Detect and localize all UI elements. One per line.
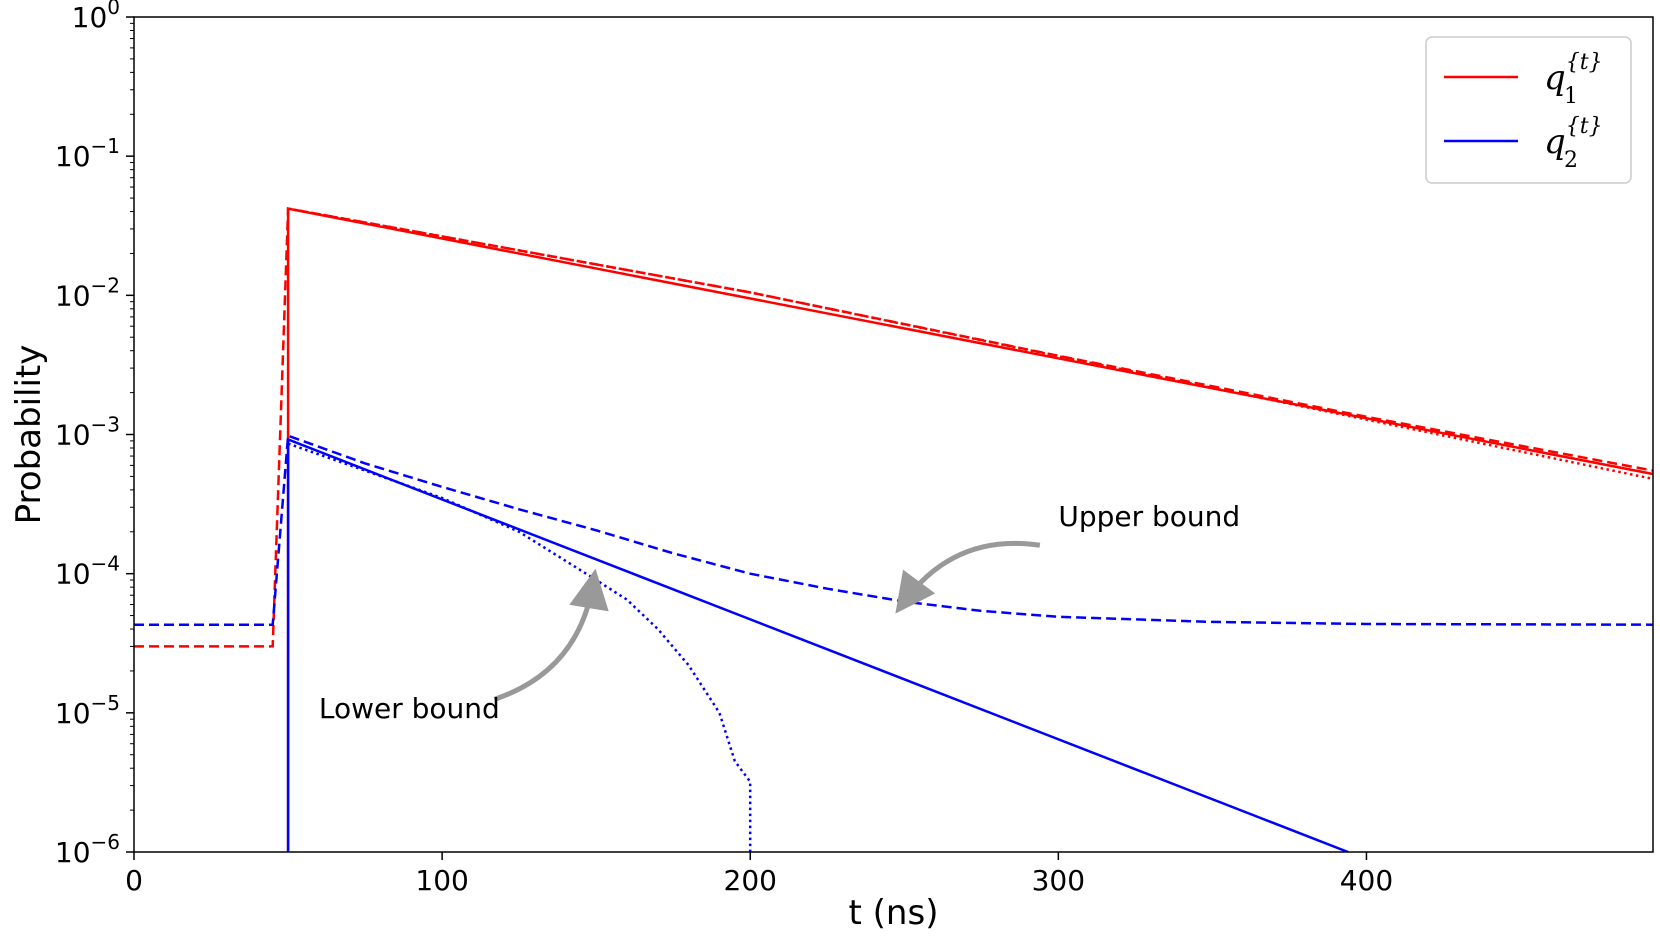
- legend-box: [1425, 36, 1632, 184]
- series-line-q1-lower: [287, 207, 1653, 481]
- y-tick-label: 10−1: [55, 134, 120, 173]
- annotation-arrow-1: [493, 568, 609, 702]
- series-line-q2-lower: [287, 442, 752, 852]
- y-tick-label: 10−5: [55, 691, 120, 730]
- legend: q{t} 1q{t} 2: [1425, 36, 1632, 184]
- x-tick-label: 400: [1340, 864, 1393, 897]
- x-tick-label: 200: [724, 864, 777, 897]
- series-line-q1-solid: [286, 207, 1653, 852]
- series-group: [134, 207, 1653, 852]
- y-tick-label: 10−6: [55, 830, 120, 869]
- y-tick-label: 10−4: [55, 552, 120, 591]
- y-tick-label: 100: [72, 0, 120, 34]
- x-tick-label: 0: [125, 864, 143, 897]
- y-axis-title: Probability: [9, 345, 49, 525]
- series-line-q1-upper: [134, 207, 1653, 648]
- y-tick-label: 10−2: [55, 273, 120, 312]
- annotation-label-0: Upper bound: [1058, 500, 1240, 533]
- plot-frame: [133, 16, 1654, 853]
- y-tick-label: 10−3: [55, 413, 120, 452]
- series-line-q2-upper: [134, 433, 1653, 626]
- legend-label-2: q{t} 2: [1544, 114, 1603, 173]
- annotation-label-1: Lower bound: [319, 692, 500, 725]
- x-tick-label: 100: [415, 864, 468, 897]
- plot-area: Upper bound Lower bound: [134, 207, 1653, 852]
- annotation-arrow-0: [895, 540, 1041, 614]
- x-tick-label: 300: [1032, 864, 1085, 897]
- legend-label-1: q{t} 1: [1544, 50, 1603, 109]
- x-axis-title: t (ns): [849, 893, 939, 933]
- axes: 0 100 200 300 400 100 10−1 10−2 10−3 10−4 10−5 10−6…: [9, 0, 1654, 933]
